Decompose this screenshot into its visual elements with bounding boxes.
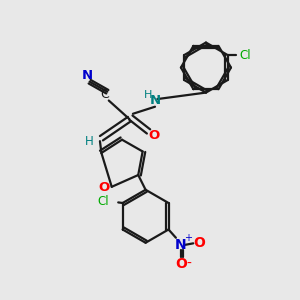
Text: H: H [85, 135, 94, 148]
Text: H: H [144, 90, 152, 100]
Text: C: C [100, 88, 109, 101]
Text: O: O [148, 129, 159, 142]
Text: N: N [175, 238, 187, 252]
Text: -: - [187, 257, 192, 271]
Text: O: O [175, 257, 187, 271]
Text: +: + [184, 233, 192, 243]
Text: N: N [149, 94, 161, 107]
Text: O: O [99, 181, 110, 194]
Text: O: O [193, 236, 205, 250]
Text: N: N [82, 69, 93, 82]
Text: Cl: Cl [239, 49, 251, 62]
Text: Cl: Cl [97, 195, 109, 208]
